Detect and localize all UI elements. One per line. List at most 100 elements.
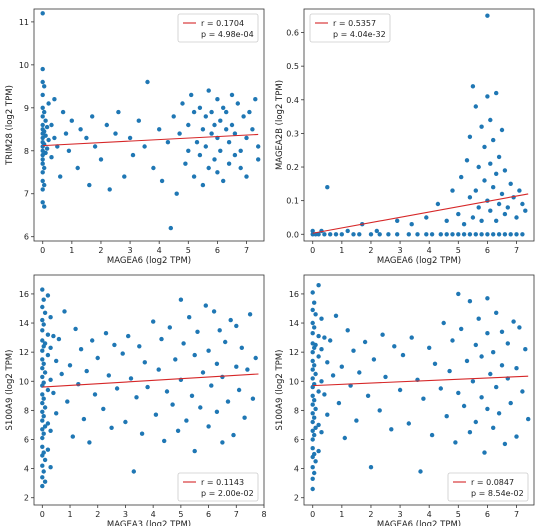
x-tick-label: 4 <box>427 246 432 255</box>
data-point <box>310 331 315 336</box>
data-point <box>51 333 56 339</box>
data-point <box>313 425 318 430</box>
data-point <box>511 319 516 324</box>
data-point <box>339 232 344 237</box>
data-point <box>203 114 208 119</box>
data-point <box>42 204 47 209</box>
data-point <box>195 329 200 334</box>
data-point <box>174 191 179 196</box>
data-point <box>499 363 505 368</box>
data-point <box>312 415 317 420</box>
y-tick-label: 14 <box>19 319 29 328</box>
data-point <box>491 425 496 430</box>
data-point <box>508 181 513 186</box>
data-point <box>40 366 45 371</box>
data-point <box>488 161 493 166</box>
legend-p-value: p = 4.04e-32 <box>333 30 386 39</box>
data-point <box>236 387 242 393</box>
data-point <box>226 161 232 166</box>
data-point <box>496 232 502 237</box>
data-point <box>312 300 317 305</box>
data-point <box>221 178 226 184</box>
data-point <box>40 317 45 323</box>
data-point <box>444 414 449 419</box>
data-point <box>310 307 315 313</box>
regression-line <box>312 193 529 234</box>
data-point <box>178 297 184 302</box>
data-point <box>310 393 315 398</box>
data-point <box>424 232 429 237</box>
data-point <box>228 317 233 323</box>
data-point <box>342 435 347 441</box>
data-point <box>395 232 400 237</box>
data-point <box>76 382 81 387</box>
data-point <box>187 315 192 320</box>
data-point <box>42 479 48 484</box>
data-point <box>159 336 164 342</box>
data-point <box>502 211 508 217</box>
data-point <box>40 418 45 423</box>
data-point <box>40 114 45 119</box>
data-point <box>197 152 203 158</box>
data-point <box>41 431 46 436</box>
data-point <box>41 396 46 401</box>
data-point <box>310 402 315 407</box>
data-point <box>42 109 47 115</box>
data-point <box>496 411 502 416</box>
data-point <box>242 415 247 420</box>
data-point <box>432 361 438 366</box>
data-point <box>406 421 411 426</box>
data-point <box>473 188 478 193</box>
regression-line <box>42 133 259 147</box>
data-point <box>494 90 499 96</box>
data-point <box>212 122 217 128</box>
data-point <box>253 355 258 361</box>
data-point <box>168 225 173 231</box>
data-point <box>52 97 57 102</box>
data-point <box>40 483 45 489</box>
y-tick-label: 0.6 <box>286 29 299 38</box>
data-point <box>461 403 467 409</box>
data-point <box>214 361 220 366</box>
data-point <box>40 66 45 72</box>
data-point <box>482 178 487 183</box>
data-point <box>395 218 400 223</box>
data-point <box>310 428 315 433</box>
y-tick-label: 8 <box>24 147 29 156</box>
data-point <box>485 406 490 412</box>
y-tick-label: 16 <box>19 290 29 299</box>
data-point <box>90 338 95 343</box>
x-tick-label: 3 <box>128 246 133 255</box>
data-point <box>494 384 499 390</box>
data-point <box>438 232 443 237</box>
data-point <box>60 109 66 115</box>
x-tick-label: 3 <box>398 246 403 255</box>
y-tick-label: 12 <box>289 348 299 357</box>
data-point <box>220 440 225 445</box>
data-point <box>184 418 189 423</box>
data-point <box>482 144 487 150</box>
data-point <box>63 131 69 136</box>
data-point <box>479 218 484 223</box>
data-point <box>43 150 48 156</box>
data-point <box>310 476 315 481</box>
data-point <box>333 232 339 237</box>
data-point <box>250 396 256 401</box>
data-point <box>467 430 473 435</box>
data-point <box>223 339 228 345</box>
data-point <box>200 370 206 375</box>
data-point <box>313 342 318 348</box>
plot-frame <box>303 274 535 506</box>
data-point <box>351 232 356 237</box>
data-point <box>41 322 46 327</box>
data-point <box>374 228 379 234</box>
data-point <box>40 444 45 449</box>
scatter-panel-1: 0 1 2 3 4 5 6 7 6 7 8 9 10 11 MAGEA6 (log2 TPM) TRIM28 … <box>5 8 265 266</box>
data-point <box>427 345 432 350</box>
data-point <box>467 195 473 200</box>
data-point <box>130 152 136 158</box>
data-point <box>40 105 45 111</box>
data-point <box>45 293 51 298</box>
